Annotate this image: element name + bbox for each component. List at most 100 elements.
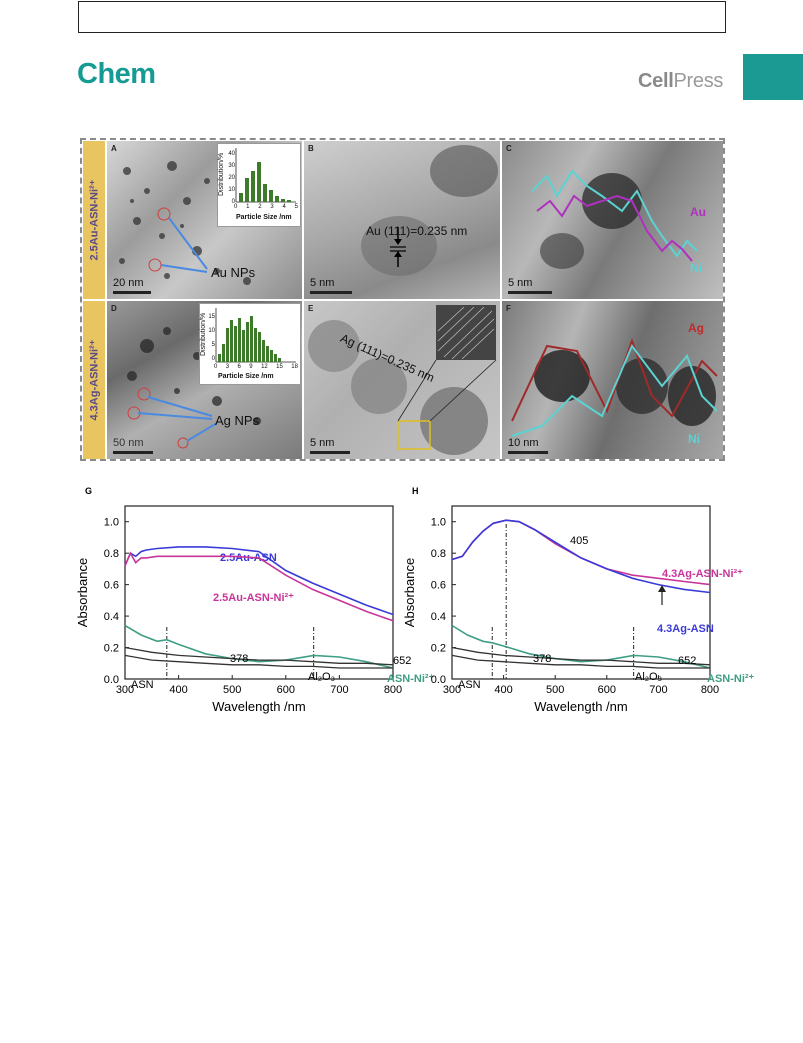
panel-f-ag-label: Ag <box>688 321 704 335</box>
chart-annotation: 652 <box>678 655 696 667</box>
panel-a-particles <box>119 161 251 285</box>
series-line <box>124 546 394 616</box>
panel-b-tem-image: B Au (111)=0.235 nm 5 nm <box>304 141 500 299</box>
chart-panel-letter: G <box>85 486 92 496</box>
y-tick-label: 1.0 <box>104 517 119 529</box>
x-tick-label: 800 <box>701 684 719 696</box>
panel-a-scale-bar <box>113 291 151 294</box>
y-tick-label: 0.8 <box>431 548 446 560</box>
panel-f-eds-profile <box>511 338 718 437</box>
panel-b-scale-bar <box>310 291 352 294</box>
series-label: 4.3Ag-ASN <box>657 623 714 635</box>
x-axis-label: Wavelength /nm <box>212 699 305 714</box>
y-tick-label: 0.8 <box>104 548 119 560</box>
y-tick-label: 0.0 <box>104 674 119 686</box>
publisher-logo: CellPress <box>638 70 723 93</box>
panel-b-scale-label: 5 nm <box>310 277 335 289</box>
chart-annotation: 378 <box>533 653 551 665</box>
series-line <box>124 654 393 669</box>
panel-c-eds-profile <box>531 169 698 269</box>
panel-c-au-label: Au <box>690 205 706 219</box>
y-tick-label: 0.2 <box>104 643 119 655</box>
panel-e-letter: E <box>308 304 314 313</box>
y-tick-label: 0.4 <box>104 611 119 623</box>
series-line <box>451 654 710 669</box>
panel-b-callout: Au (111)=0.235 nm <box>366 224 468 238</box>
panel-d-scale-bar <box>113 451 153 454</box>
panel-e-scale-label: 5 nm <box>310 437 335 449</box>
panel-f-scale-bar <box>508 451 548 454</box>
panel-a-histogram <box>235 148 296 203</box>
publisher-logo-part-a: Cell <box>638 70 674 92</box>
x-tick-label: 400 <box>494 684 512 696</box>
panel-c-ni-label: Ni <box>690 261 702 275</box>
panel-a-inset-yticks: 40 30 20 10 0 <box>228 151 235 205</box>
y-tick-label: 1.0 <box>431 517 446 529</box>
chart-annotation: ASN <box>131 679 154 691</box>
series-label: 4.3Ag-ASN-Ni²⁺ <box>662 568 743 580</box>
chart-annotation: Al₂O₃ <box>308 671 335 683</box>
x-axis-label: Wavelength /nm <box>534 699 627 714</box>
panel-d-histogram <box>215 308 296 363</box>
x-tick-label: 500 <box>546 684 564 696</box>
panel-d-letter: D <box>111 304 117 313</box>
panel-c-scale-label: 5 nm <box>508 277 533 289</box>
chart-annotation: 405 <box>570 535 588 547</box>
panel-d-histogram-inset: Distribution/% 15 10 5 0 0 3 6 9 12 15 18 Particl… <box>199 303 301 385</box>
row-label-ag: 4.3Ag-ASN-Ni²⁺ <box>83 301 105 459</box>
chart-annotation: 378 <box>230 653 248 665</box>
x-tick-label: 400 <box>169 684 187 696</box>
panel-f-letter: F <box>506 304 511 313</box>
panel-e-particles <box>308 305 497 455</box>
x-tick-label: 300 <box>116 684 134 696</box>
y-tick-label: 0.6 <box>431 580 446 592</box>
series-line <box>451 646 711 666</box>
panel-c-tem-image: C Au Ni 5 nm <box>502 141 723 299</box>
panel-c-scale-bar <box>508 291 552 294</box>
x-tick-label: 600 <box>277 684 295 696</box>
section-tab <box>743 54 803 100</box>
x-tick-label: 800 <box>384 684 402 696</box>
chart-panel-letter: H <box>412 486 419 496</box>
panel-d-callout: Ag NPs <box>215 413 260 428</box>
panel-d-inset-xticks: 0 3 6 9 12 15 18 <box>214 364 298 370</box>
chart-g: G 300 400 500 600 700 800 0.0 0.2 0.4 0.6 0.8 1.0 Wav… <box>75 486 435 714</box>
panel-d-inset-yticks: 15 10 5 0 <box>208 314 215 362</box>
y-tick-label: 0.6 <box>104 580 119 592</box>
panel-c-letter: C <box>506 144 512 153</box>
panel-f-ni-label: Ni <box>688 432 700 446</box>
chart-annotation: ASN <box>458 679 481 691</box>
y-axis-label: Absorbance <box>402 558 417 627</box>
panel-a-inset-xlabel: Particle Size /nm <box>236 214 292 221</box>
x-tick-label: 700 <box>649 684 667 696</box>
annotation-arrowhead <box>658 585 666 592</box>
journal-logo: Chem <box>77 58 156 90</box>
y-tick-label: 0.4 <box>431 611 446 623</box>
series-line <box>451 519 711 594</box>
publisher-logo-part-b: Press <box>673 70 724 92</box>
series-line <box>124 646 394 666</box>
series-label: ASN-Ni²⁺ <box>387 673 435 685</box>
panel-b-letter: B <box>308 144 314 153</box>
chart-annotation: Al₂O₃ <box>635 671 662 683</box>
panel-f-tem-image: F Ag Ni 10 nm <box>502 301 723 459</box>
y-tick-label: 0.0 <box>431 674 446 686</box>
micrograph-figure: 2.5Au-ASN-Ni²⁺ 4.3Ag-ASN-Ni²⁺ A 20 nm Au… <box>80 138 725 461</box>
x-tick-label: 300 <box>443 684 461 696</box>
panel-a-letter: A <box>111 144 117 153</box>
x-tick-label: 600 <box>598 684 616 696</box>
y-tick-label: 0.2 <box>431 643 446 655</box>
panel-a-tem-image: A 20 nm Au NPs Distribution/% 40 30 20 10 0 … <box>107 141 302 299</box>
series-label: ASN-Ni²⁺ <box>707 673 755 685</box>
series-label: 2.5Au-ASN-Ni²⁺ <box>213 592 294 604</box>
panel-e-tem-image: E Ag (111)=0.235 nm 5 nm <box>304 301 500 459</box>
panel-e-scale-bar <box>310 451 350 454</box>
panel-d-particles <box>127 327 261 449</box>
header-frame <box>78 1 726 33</box>
chart-h: H 300 400 500 600 700 800 0.0 0.2 0.4 0.6 0.8 1.0 Wav… <box>402 486 755 714</box>
y-axis-label: Absorbance <box>75 558 90 627</box>
chart-annotation: 652 <box>393 655 411 667</box>
